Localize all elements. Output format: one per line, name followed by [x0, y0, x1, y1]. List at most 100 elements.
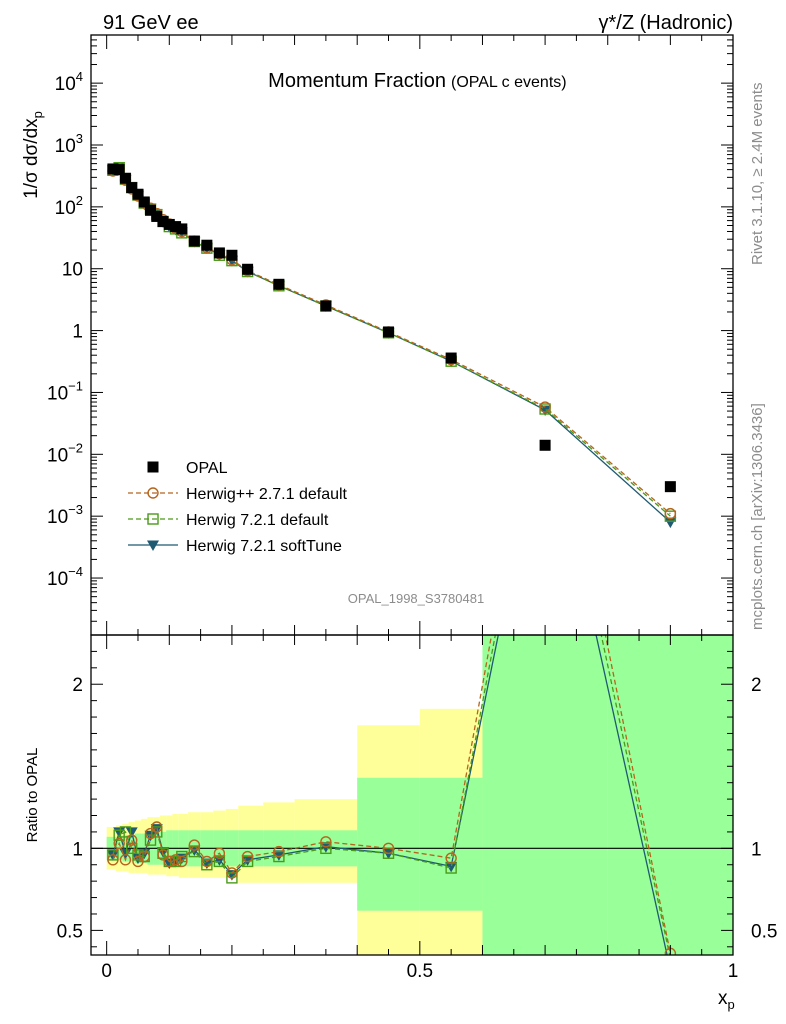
data-point-opal-18: [320, 300, 332, 312]
ratio-point-herwig-2-7-1-default-12: [188, 839, 201, 851]
data-point-opal-13: [201, 239, 213, 251]
ratio-point-herwig-7-2-1-default-18: [320, 842, 332, 855]
ratio-ytick-label-left-2: 2: [72, 675, 83, 696]
ratio-point-herwig-2-7-1-default-18: [320, 836, 332, 848]
x-axis-label: xp: [718, 988, 735, 1012]
data-point-opal-15: [226, 249, 238, 261]
band-green-21: [482, 635, 608, 955]
band-green-20: [419, 777, 483, 911]
main-ytick-label-4: 1: [72, 322, 83, 343]
main-ytick-label-base-7: 10: [55, 136, 76, 157]
ratio-point-herwig-2-7-1-default-3: [126, 834, 138, 846]
ratio-point-herwig-2-7-1-default-7: [151, 821, 163, 833]
ratio-point-herwig-2-7-1-default-19: [382, 842, 395, 855]
main-ytick-label-3: 10−1: [47, 378, 83, 404]
main-ytick-label-7: 103: [55, 131, 83, 157]
main-y-axis-label-sub: p: [30, 111, 45, 118]
band-green-19: [357, 777, 420, 911]
analysis-id: OPAL_1998_S3780481: [348, 591, 484, 606]
ratio-ytick-label-left-0: 0.5: [57, 921, 83, 942]
ratio-point-herwig-2-7-1-default-5: [138, 850, 150, 863]
ratio-ytick-label-right-0: 0.5: [751, 921, 777, 942]
legend-marker-opal: [147, 461, 159, 473]
main-ytick-label-1: 10−3: [47, 502, 83, 528]
main-ytick-label-base-8: 10: [55, 74, 76, 95]
data-point-opal-21: [539, 439, 551, 451]
ratio-point-herwig-2-7-1-default-6: [144, 827, 157, 840]
xtick-label-1: 0.5: [407, 961, 433, 982]
legend-marker-herwig-7-2-1-softtune: [147, 540, 159, 551]
ratio-point-herwig-2-7-1-default-14: [213, 847, 226, 859]
chart-subtitle: (OPAL c events): [451, 74, 567, 91]
legend-label-herwig-2-7-1-default: Herwig++ 2.7.1 default: [186, 486, 348, 503]
main-ytick-label-exp-3: −1: [68, 378, 83, 393]
data-point-opal-1: [113, 164, 125, 176]
ratio-point-herwig-2-7-1-default-13: [201, 855, 213, 868]
ratio-point-herwig-7-2-1-default-1: [113, 829, 125, 841]
ratio-point-herwig-2-7-1-default-15: [226, 867, 238, 879]
main-ytick-label-exp-8: 4: [76, 69, 83, 84]
legend-marker-herwig-7-2-1-default: [147, 513, 159, 525]
chart-title: Momentum Fraction: [268, 70, 446, 92]
ratio-point-herwig-7-2-1-default-0: [107, 849, 119, 861]
data-point-opal-17: [273, 278, 285, 290]
ratio-y-axis-label: Ratio to OPAL: [24, 748, 41, 843]
ratio-point-herwig-7-2-1-default-19: [382, 847, 395, 859]
ratio-ytick-label-right-2: 2: [751, 675, 762, 696]
main-ytick-label-5: 10: [62, 260, 83, 281]
ratio-point-herwig-2-7-1-default-2: [119, 854, 132, 866]
ratio-ytick-label-left-1: 1: [72, 839, 83, 860]
ratio-point-herwig-7-2-1-softtune-17: [272, 850, 285, 861]
legend-label-opal: OPAL: [186, 460, 228, 477]
ratio-point-herwig-7-2-1-default-13: [201, 859, 213, 871]
main-ytick-label-8: 104: [55, 69, 83, 95]
mcplots-label: mcplots.cern.ch [arXiv:1306.3436]: [749, 403, 766, 630]
xtick-label-0: 0: [101, 961, 112, 982]
main-ytick-label-6: 102: [55, 193, 83, 219]
main-ytick-label-exp-1: −3: [68, 502, 83, 517]
legend-marker-herwig-2-7-1-default: [147, 487, 159, 499]
ratio-point-herwig-2-7-1-default-8: [157, 849, 169, 861]
main-ytick-label-base-1: 10: [47, 507, 68, 528]
data-point-opal-12: [188, 235, 200, 247]
data-point-opal-14: [213, 247, 225, 259]
legend: OPAL Herwig++ 2.7.1 default Herwig 7.2.1 d…: [128, 460, 348, 555]
x-axis-label-text: x: [718, 988, 728, 1009]
data-point-opal-2: [119, 172, 131, 184]
x-axis-label-sub: p: [728, 997, 735, 1012]
header-right: γ*/Z (Hadronic): [599, 12, 733, 34]
band-green-22: [607, 635, 733, 955]
main-ytick-label-base-3: 10: [47, 383, 68, 404]
data-point-opal-11: [176, 223, 188, 235]
main-panel: [106, 161, 677, 529]
main-y-axis-label: 1/σ dσ/dxp: [21, 111, 45, 199]
ratio-point-herwig-7-2-1-default-17: [273, 850, 285, 863]
ratio-point-herwig-7-2-1-softtune-16: [241, 855, 254, 866]
ratio-uncertainty-bands: [106, 635, 733, 955]
ratio-point-herwig-2-7-1-default-0: [107, 854, 119, 866]
main-y-axis-label-text: 1/σ dσ/dx: [21, 118, 42, 199]
ratio-panel: [91, 635, 733, 955]
data-point-opal-4: [132, 188, 144, 200]
ratio-point-herwig-2-7-1-default-10: [169, 854, 182, 866]
main-ytick-label-0: 10−4: [47, 564, 83, 590]
ratio-point-herwig-7-2-1-default-2: [119, 826, 132, 838]
x-axis: 0 0.5 1: [101, 35, 738, 982]
ratio-point-herwig-2-7-1-default-17: [273, 845, 285, 858]
rivet-version-label: Rivet 3.1.10, ≥ 2.4M events: [749, 83, 766, 266]
ratio-point-herwig-2-7-1-default-9: [163, 855, 175, 868]
ratio-point-herwig-2-7-1-default-1: [113, 837, 125, 850]
xtick-label-2: 1: [728, 961, 739, 982]
data-point-opal-19: [383, 326, 395, 338]
ratio-point-herwig-7-2-1-softtune-3: [125, 827, 138, 838]
main-ytick-label-exp-0: −4: [68, 564, 83, 579]
legend-label-herwig-7-2-1-softtune: Herwig 7.2.1 softTune: [186, 538, 342, 555]
ratio-line-herwig-2-7-1-default: [112, 635, 672, 954]
main-ytick-label-exp-6: 2: [76, 193, 83, 208]
main-ytick-label-exp-2: −2: [68, 440, 83, 455]
data-point-opal-6: [145, 204, 157, 216]
data-point-opal-16: [242, 263, 254, 275]
data-point-herwig-7-2-1-softtune-22: [664, 517, 677, 529]
main-ytick-label-base-6: 10: [55, 198, 76, 219]
